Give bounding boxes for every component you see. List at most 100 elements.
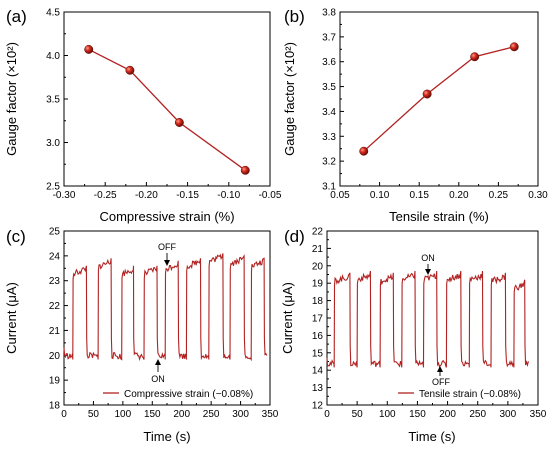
x-tick-label-b: 0.15	[409, 190, 429, 201]
y-tick-label-b: 3.7	[322, 32, 336, 43]
x-tick-label-d: 200	[439, 409, 456, 420]
series-line-a	[88, 48, 246, 171]
x-tick-label-d: 50	[352, 409, 364, 420]
data-point-b	[470, 52, 480, 62]
x-axis-label-c: Time (s)	[143, 429, 190, 444]
panel-a: -0.30 -0.25 -0.20 -0.15 -0.10 -0.05 2.5 3.0 3.5 4…	[4, 7, 282, 224]
y-tick-label-b: 3.5	[322, 82, 336, 93]
x-tick-label-d: 0	[324, 409, 330, 420]
annotation-off-arrowhead-d	[437, 366, 443, 372]
data-point-a	[174, 118, 184, 127]
ticks-a: -0.30 -0.25 -0.20 -0.15 -0.10 -0.05 2.5 3.0 3.5 4…	[46, 8, 282, 202]
x-tick-label-b: 0.25	[489, 190, 509, 201]
panel-label-d: (d)	[284, 227, 305, 246]
legend-c: Compressive strain (−0.08%)	[103, 389, 253, 400]
y-tick-label-c: 25	[49, 227, 61, 238]
x-tick-label-a: -0.05	[259, 190, 282, 201]
data-point-a	[84, 44, 94, 54]
points-b	[359, 42, 519, 156]
y-tick-label-a: 2.5	[46, 182, 60, 193]
annotation-off-arrowhead-c	[164, 260, 170, 266]
y-tick-label-d: 21	[312, 244, 324, 255]
x-tick-label-c: 350	[262, 409, 279, 420]
y-tick-label-d: 16	[312, 331, 324, 342]
x-tick-label-c: 50	[88, 409, 100, 420]
y-tick-label-c: 24	[49, 251, 61, 262]
y-tick-label-d: 18	[312, 296, 324, 307]
panel-label-c: (c)	[6, 227, 26, 246]
legend-text-c: Compressive strain (−0.08%)	[124, 389, 253, 400]
series-line-d	[326, 270, 529, 368]
panel-d: 0 50 100 150 200 250 300 350 12 13 14 15 16 17 18 19 20 2…	[280, 227, 547, 445]
annotation-off-d: OFF	[432, 366, 450, 387]
panel-b: 0.05 0.10 0.15 0.20 0.25 0.30 3.1 3.2 3.3 3.4 3.5 3…	[282, 7, 548, 224]
data-point-b	[509, 42, 519, 52]
x-axis-label-a: Compressive strain (%)	[99, 209, 234, 224]
annotation-off-c: OFF	[158, 242, 176, 266]
annotation-on-c: ON	[151, 359, 165, 384]
annotation-on-arrowhead-c	[155, 359, 161, 365]
series-line-b	[363, 46, 515, 152]
panel-c: 0 50 100 150 200 250 300 350 18 19 20 21 22 23 24 25 Co…	[4, 227, 279, 445]
x-tick-label-a: -0.15	[176, 190, 199, 201]
annotation-on-d: ON	[421, 253, 435, 275]
plot-frame-a	[63, 11, 271, 187]
y-tick-label-b: 3.3	[322, 132, 336, 143]
data-point-a	[125, 65, 135, 75]
y-axis-label-a: Gauge factor (×10²)	[4, 42, 19, 156]
ticks-c: 0 50 100 150 200 250 300 350 18 19 20 21 22 23 24 25	[49, 227, 279, 421]
data-point-b	[422, 89, 432, 99]
y-tick-label-a: 4.5	[46, 8, 60, 19]
y-tick-label-c: 20	[49, 351, 61, 362]
y-axis-label-b: Gauge factor (×10²)	[282, 42, 297, 156]
y-axis-label-c: Current (μA)	[4, 282, 19, 354]
x-tick-label-b: 0.20	[449, 190, 469, 201]
x-tick-label-a: -0.25	[94, 190, 117, 201]
y-tick-label-c: 19	[49, 376, 61, 387]
x-tick-label-d: 350	[530, 409, 547, 420]
x-tick-label-c: 300	[232, 409, 249, 420]
y-tick-label-c: 21	[49, 326, 61, 337]
points-a	[84, 44, 250, 175]
ticks-b: 0.05 0.10 0.15 0.20 0.25 0.30 3.1 3.2 3.3 3.4 3.5 3…	[322, 8, 548, 202]
y-tick-label-b: 3.8	[322, 8, 336, 19]
y-tick-label-b: 3.6	[322, 57, 336, 68]
y-tick-label-c: 22	[49, 301, 61, 312]
y-tick-label-b: 3.2	[322, 157, 336, 168]
series-line-c	[63, 253, 268, 362]
y-tick-label-a: 3.5	[46, 95, 60, 106]
y-tick-label-a: 4.0	[46, 51, 60, 62]
y-tick-label-d: 15	[312, 348, 324, 359]
x-tick-label-a: -0.30	[53, 190, 76, 201]
y-tick-label-d: 20	[312, 261, 324, 272]
x-tick-label-b: 0.10	[370, 190, 390, 201]
x-tick-label-a: -0.20	[135, 190, 158, 201]
x-tick-label-c: 250	[203, 409, 220, 420]
x-tick-label-c: 100	[115, 409, 132, 420]
annotation-off-text-d: OFF	[432, 377, 450, 387]
x-tick-label-c: 200	[173, 409, 190, 420]
x-tick-label-a: -0.10	[217, 190, 240, 201]
annotation-off-text-c: OFF	[158, 242, 176, 252]
y-tick-label-b: 3.4	[322, 107, 336, 118]
x-axis-label-d: Time (s)	[408, 429, 455, 444]
x-tick-label-c: 150	[144, 409, 161, 420]
legend-d: Tensile strain (−0.08%)	[398, 389, 521, 400]
x-tick-label-d: 150	[409, 409, 426, 420]
legend-text-d: Tensile strain (−0.08%)	[419, 389, 521, 400]
x-tick-label-d: 100	[379, 409, 396, 420]
y-tick-label-d: 12	[312, 401, 324, 412]
y-tick-label-d: 22	[312, 227, 324, 238]
y-tick-label-d: 13	[312, 383, 324, 394]
x-tick-label-b: 0.05	[330, 190, 350, 201]
y-tick-label-c: 23	[49, 276, 61, 287]
y-tick-label-c: 18	[49, 401, 61, 412]
plot-frame-b	[339, 11, 539, 187]
y-axis-label-d: Current (μA)	[280, 282, 295, 354]
panel-label-b: (b)	[284, 7, 305, 26]
x-tick-label-d: 250	[469, 409, 486, 420]
x-tick-label-d: 300	[500, 409, 517, 420]
y-tick-label-d: 19	[312, 279, 324, 290]
y-tick-label-d: 17	[312, 314, 324, 325]
x-axis-label-b: Tensile strain (%)	[389, 209, 489, 224]
